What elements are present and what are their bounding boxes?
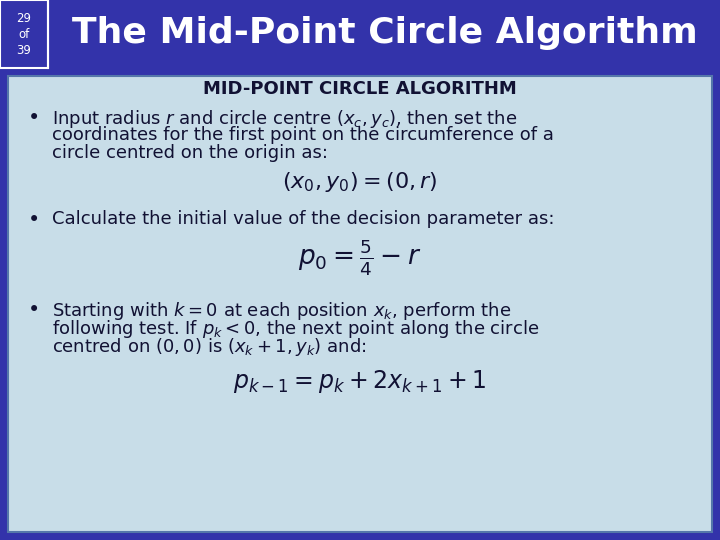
Text: circle centred on the origin as:: circle centred on the origin as: [52,144,328,162]
Text: •: • [28,300,40,320]
Text: coordinates for the first point on the circumference of a: coordinates for the first point on the c… [52,126,554,144]
Text: centred on $(0, 0)$ is $(x_k+1, y_k)$ and:: centred on $(0, 0)$ is $(x_k+1, y_k)$ an… [52,336,366,358]
Text: MID-POINT CIRCLE ALGORITHM: MID-POINT CIRCLE ALGORITHM [203,80,517,98]
Text: $p_0 = \frac{5}{4} - r$: $p_0 = \frac{5}{4} - r$ [298,238,422,278]
Text: Starting with $k = 0$ at each position $x_k$, perform the: Starting with $k = 0$ at each position $… [52,300,511,322]
Text: $(x_0, y_0) = (0, r)$: $(x_0, y_0) = (0, r)$ [282,170,438,194]
Text: Input radius $r$ and circle centre $(x_c, y_c)$, then set the: Input radius $r$ and circle centre $(x_c… [52,108,518,130]
Text: •: • [28,210,40,230]
Text: •: • [28,108,40,128]
Text: Calculate the initial value of the decision parameter as:: Calculate the initial value of the decis… [52,210,554,228]
Text: 29
of
39: 29 of 39 [17,11,32,57]
Text: $p_{k-1} = p_k + 2x_{k+1} + 1$: $p_{k-1} = p_k + 2x_{k+1} + 1$ [233,368,487,395]
Text: The Mid-Point Circle Algorithm: The Mid-Point Circle Algorithm [72,16,698,50]
FancyBboxPatch shape [0,0,720,68]
FancyBboxPatch shape [0,0,48,68]
Text: following test. If $p_k < 0$, the next point along the circle: following test. If $p_k < 0$, the next p… [52,318,539,340]
FancyBboxPatch shape [8,76,712,532]
